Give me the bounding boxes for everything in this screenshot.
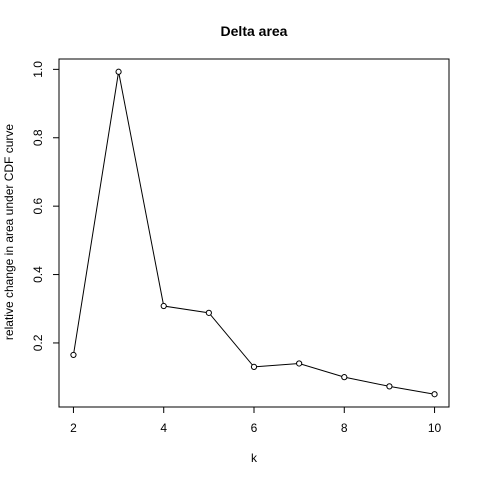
data-point (296, 360, 303, 367)
data-point (160, 302, 167, 310)
x-axis: 2 4 6 8 10 (70, 407, 442, 435)
x-axis-label: k (251, 451, 258, 465)
data-point (205, 309, 212, 316)
x-tick-label: 2 (70, 421, 77, 435)
data-point (386, 383, 393, 390)
y-tick-label: 0.8 (31, 129, 45, 146)
data-point (341, 374, 348, 381)
plot-area-frame (58, 58, 450, 408)
x-tick-label: 10 (428, 421, 442, 435)
y-tick-label: 0.6 (31, 197, 45, 214)
series (70, 68, 438, 398)
x-tick-label: 6 (251, 421, 258, 435)
data-point (70, 351, 77, 359)
y-tick-label: 1.0 (31, 61, 45, 78)
y-tick-label: 0.4 (31, 266, 45, 283)
y-axis: 0.2 0.4 0.6 0.8 1.0 (31, 61, 59, 351)
y-tick-label: 0.2 (31, 334, 45, 351)
x-tick-label: 4 (160, 421, 167, 435)
chart-title: Delta area (221, 23, 288, 39)
y-axis-label: relative change in area under CDF curve (2, 124, 16, 340)
series-line (72, 71, 435, 395)
data-point (431, 391, 438, 398)
x-tick-label: 8 (341, 421, 348, 435)
data-point (115, 68, 122, 75)
data-point (250, 363, 258, 370)
